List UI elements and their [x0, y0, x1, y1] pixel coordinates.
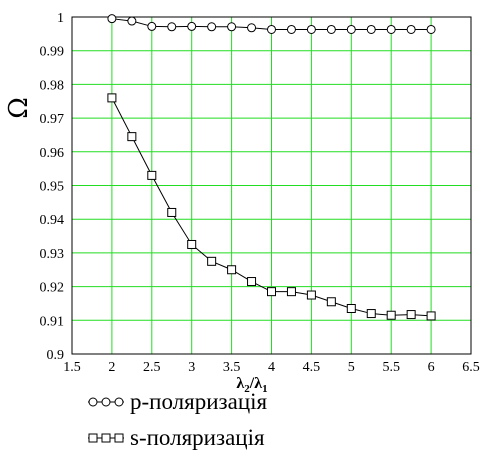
data-point-s — [406, 310, 416, 320]
x-tick-label: 5.5 — [382, 360, 400, 375]
legend-item-p: p-поляризація — [86, 389, 267, 415]
data-point-p — [207, 22, 217, 32]
data-point-p — [326, 24, 336, 34]
data-point-s — [127, 132, 137, 142]
data-point-s — [346, 304, 356, 314]
y-tick-label: 0.96 — [40, 146, 65, 161]
data-point-p — [107, 14, 117, 24]
x-axis-label: λ2/λ1 — [236, 375, 267, 395]
data-point-s — [366, 309, 376, 319]
y-tick-label: 0.95 — [40, 180, 65, 195]
x-tick-label: 6 — [428, 360, 435, 375]
data-point-s — [426, 311, 436, 321]
legend-label-p: p-поляризація — [130, 389, 268, 414]
data-point-p — [306, 24, 316, 34]
y-tick-label: 0.99 — [40, 45, 65, 60]
data-point-s — [306, 290, 316, 300]
y-tick-label: 0.98 — [40, 78, 65, 93]
data-point-p — [227, 22, 237, 32]
data-point-p — [426, 24, 436, 34]
x-tick-label: 1.5 — [63, 360, 81, 375]
data-point-s — [386, 310, 396, 320]
data-point-p — [147, 21, 157, 31]
data-point-s — [326, 297, 336, 307]
data-point-s — [187, 239, 197, 249]
y-tick-label: 0.94 — [40, 213, 65, 228]
data-point-p — [286, 24, 296, 34]
x-tick-label: 4.5 — [303, 360, 321, 375]
data-point-p — [267, 24, 276, 34]
data-point-p — [247, 23, 257, 33]
series-markers — [107, 14, 436, 321]
y-tick-label: 1 — [57, 11, 64, 26]
data-point-s — [267, 287, 276, 297]
x-tick-label: 5 — [348, 360, 355, 375]
data-point-s — [207, 256, 217, 266]
y-tick-label: 0.97 — [40, 112, 65, 127]
y-tick-label: 0.92 — [40, 281, 65, 296]
x-tick-label: 6.5 — [462, 360, 480, 375]
data-point-p — [386, 24, 396, 34]
y-tick-label: 0.93 — [40, 247, 65, 262]
legend-label-s: s-поляризація — [130, 425, 265, 450]
data-point-s — [286, 287, 296, 297]
data-point-p — [187, 21, 197, 31]
x-tick-label: 3 — [188, 360, 195, 375]
x-tick-label: 2 — [108, 360, 115, 375]
tick-labels: 1.5 2 2.5 3 3.5 4 4.5 5 5.5 6 6.5 0.9 0.91 0.92 0.93 0.… — [40, 11, 480, 375]
legend-circle-markers-icon — [88, 397, 124, 407]
y-tick-label: 0.9 — [47, 348, 65, 363]
y-tick-label: 0.91 — [40, 314, 65, 329]
data-point-s — [247, 277, 257, 287]
data-point-s — [107, 93, 117, 103]
x-tick-label: 2.5 — [143, 360, 161, 375]
data-point-s — [147, 170, 157, 180]
plot-frame — [71, 16, 472, 355]
data-point-p — [346, 24, 356, 34]
data-point-p — [366, 24, 376, 34]
data-point-p — [127, 16, 137, 26]
x-tick-label: 4 — [268, 360, 275, 375]
data-point-s — [167, 207, 177, 217]
legend-item-s: s-поляризація — [86, 425, 265, 451]
y-axis-label: Ω — [4, 97, 34, 119]
x-tick-label: 3.5 — [223, 360, 241, 375]
data-point-p — [167, 22, 177, 32]
data-point-s — [227, 265, 237, 275]
grid — [72, 17, 471, 354]
data-point-p — [406, 24, 416, 34]
legend-square-markers-icon — [88, 433, 124, 443]
